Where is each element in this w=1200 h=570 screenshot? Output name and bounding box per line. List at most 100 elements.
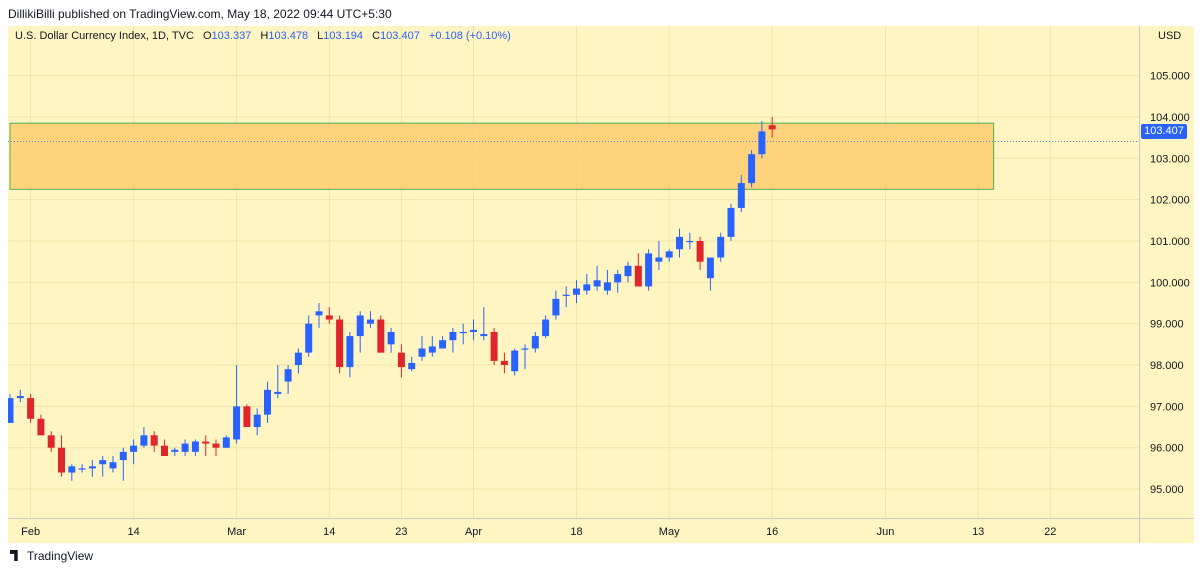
price-tick-label: 102.000 <box>1150 195 1190 207</box>
candle-body <box>253 414 261 428</box>
chart-legend: U.S. Dollar Currency Index, 1D, TVC O103… <box>15 30 511 42</box>
brand-name: TradingView <box>27 549 94 563</box>
candle-body <box>634 265 642 287</box>
candle-body <box>408 362 416 370</box>
high-label: H <box>260 30 269 42</box>
publish-line: DillikiBilli published on TradingView.co… <box>8 7 392 21</box>
candle-body <box>8 398 14 423</box>
time-tick-label: 23 <box>395 526 407 538</box>
open-value: 103.337 <box>211 30 252 42</box>
candle-body <box>202 441 210 444</box>
candle-body <box>573 288 580 295</box>
candle-body <box>325 315 333 320</box>
candle-body <box>109 462 117 469</box>
candle-body <box>428 346 436 353</box>
candle-body <box>748 154 756 184</box>
highlight-zone-rectangle <box>9 122 995 190</box>
time-tick-label: Feb <box>21 526 40 538</box>
time-tick-label: 22 <box>1044 526 1056 538</box>
candle-body <box>78 468 86 470</box>
candle-body <box>212 443 220 448</box>
symbol-name: U.S. Dollar Currency Index, 1D, TVC <box>15 30 194 42</box>
change-value: +0.108 (+0.10%) <box>428 30 511 42</box>
candle-body <box>665 251 673 258</box>
candle-body <box>367 319 374 324</box>
candle-body <box>500 360 508 366</box>
candle-body <box>294 352 302 366</box>
price-tick-label: 99.000 <box>1150 319 1184 331</box>
candle-body <box>119 451 127 461</box>
candle-body <box>676 236 683 250</box>
candle-body <box>542 319 550 337</box>
candle-body <box>191 441 199 452</box>
candle-body <box>418 348 426 357</box>
close-label: C <box>372 30 381 42</box>
tradingview-logo-icon <box>10 550 18 561</box>
candle-body <box>47 435 55 448</box>
candle-body <box>68 466 76 473</box>
candle-body <box>27 398 35 419</box>
candle-body <box>470 329 477 332</box>
time-axis-labels: Feb 14 Mar 14 23 Apr 18 May 16 Jun 13 22 <box>21 526 1056 538</box>
candle-body <box>387 331 395 345</box>
candle-body <box>717 236 725 258</box>
last-price-tag: 103.407 <box>1141 124 1187 139</box>
candle-body <box>490 331 498 361</box>
chart-plot-area[interactable] <box>8 26 1139 518</box>
candle-body <box>222 437 230 448</box>
price-axis-labels: 95.000 96.000 97.000 98.000 99.000 100.000 101… <box>1150 71 1190 496</box>
price-tick-label: 98.000 <box>1150 360 1184 372</box>
price-tick-label: 100.000 <box>1150 277 1190 289</box>
candle-body <box>16 396 24 399</box>
candle-body <box>150 435 158 446</box>
candle-body <box>706 257 714 279</box>
candle-body <box>243 406 251 428</box>
price-tick-label: 95.000 <box>1150 484 1184 496</box>
high-value: 103.478 <box>268 30 309 42</box>
candle-body <box>397 352 405 368</box>
candle-body <box>521 348 529 350</box>
candle-body <box>655 257 663 262</box>
candle-body <box>336 319 344 368</box>
publish-header: DillikiBilli published on TradingView.co… <box>0 0 1200 26</box>
candle-body <box>511 350 519 372</box>
candle-body <box>99 460 107 465</box>
time-tick-label: Jun <box>877 526 895 538</box>
time-tick-label: 14 <box>127 526 139 538</box>
close-value: 103.407 <box>380 30 420 42</box>
candle-body <box>603 282 611 291</box>
time-tick-label: Mar <box>227 526 246 538</box>
time-tick-label: 14 <box>323 526 335 538</box>
price-tick-label: 105.000 <box>1150 71 1190 83</box>
currency-unit-label[interactable]: USD <box>1158 30 1182 42</box>
time-tick-label: 13 <box>972 526 984 538</box>
candle-body <box>264 389 271 415</box>
candle-body <box>377 319 385 353</box>
candle-body <box>140 435 148 446</box>
candle-body <box>37 418 45 436</box>
low-label: L <box>317 30 324 42</box>
candle-body <box>768 125 776 130</box>
candle-body <box>233 406 241 440</box>
candle-body <box>439 340 447 349</box>
low-value: 103.194 <box>323 30 364 42</box>
price-axis[interactable]: 95.000 96.000 97.000 98.000 99.000 100.000 101… <box>1139 26 1194 518</box>
candle-body <box>130 445 138 452</box>
candle-body <box>624 265 632 277</box>
candle-body <box>562 294 570 296</box>
candle-body <box>531 336 539 349</box>
candle-body <box>727 207 735 237</box>
tradingview-brand[interactable]: TradingView <box>10 549 93 563</box>
price-tick-label: 104.000 <box>1150 112 1190 124</box>
candle-body <box>459 331 467 334</box>
candle-body <box>593 280 601 287</box>
candle-body <box>274 391 282 394</box>
candle-body <box>737 183 745 208</box>
time-tick-label: 16 <box>766 526 778 538</box>
candle-body <box>645 253 653 287</box>
price-tick-label: 96.000 <box>1150 443 1184 455</box>
time-tick-label: 18 <box>570 526 582 538</box>
candle-body <box>356 315 364 337</box>
time-axis[interactable]: Feb 14 Mar 14 23 Apr 18 May 16 Jun 13 22 <box>8 518 1139 543</box>
time-tick-label: May <box>659 526 680 538</box>
